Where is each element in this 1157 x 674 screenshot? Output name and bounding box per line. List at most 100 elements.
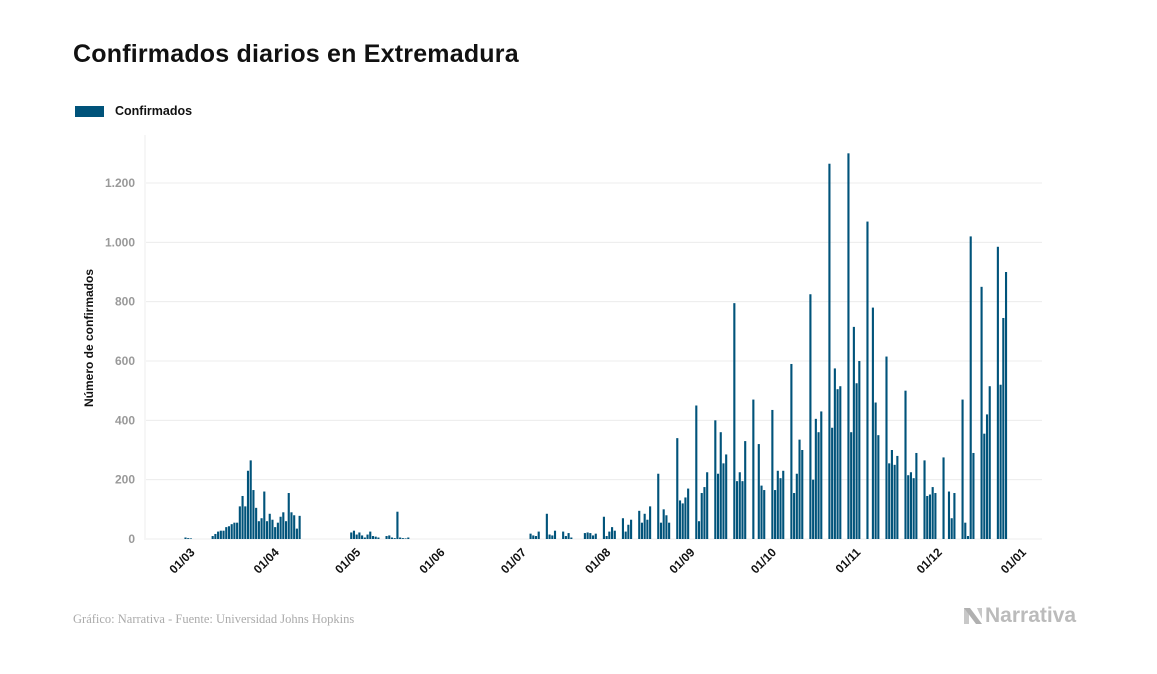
- bar: [608, 531, 611, 539]
- bar: [980, 286, 983, 539]
- bar: [950, 518, 953, 539]
- bar: [282, 512, 285, 539]
- x-tick-label: 01/05: [332, 545, 363, 576]
- bar: [831, 427, 834, 539]
- bar: [923, 460, 926, 539]
- bar: [858, 361, 861, 539]
- bar: [290, 512, 293, 539]
- x-tick-label: 01/09: [666, 545, 697, 576]
- bar: [877, 435, 880, 539]
- bar: [725, 454, 728, 539]
- bar: [757, 444, 760, 539]
- bar: [703, 487, 706, 539]
- bar: [719, 432, 722, 539]
- bar: [752, 399, 755, 539]
- bar: [263, 491, 266, 539]
- bar: [187, 538, 190, 539]
- bar: [850, 432, 853, 539]
- bar: [189, 538, 192, 539]
- bar: [668, 522, 671, 539]
- bar: [244, 506, 247, 539]
- bar: [741, 481, 744, 539]
- bar: [401, 538, 404, 539]
- bar: [548, 534, 551, 539]
- bar: [646, 519, 649, 539]
- bar: [934, 493, 937, 539]
- x-tick-labels: 01/03 01/04 01/05 01/06 01/07 01/08 01/09 01/10…: [166, 545, 1029, 576]
- bar: [744, 441, 747, 539]
- bar: [961, 399, 964, 539]
- bar: [591, 535, 595, 539]
- bar: [760, 485, 763, 539]
- bar: [233, 522, 236, 539]
- legend-swatch-confirmados: [75, 105, 104, 117]
- y-tick-label: 800: [115, 295, 135, 309]
- bar: [896, 455, 899, 539]
- bar: [534, 536, 538, 539]
- bar: [284, 521, 288, 539]
- bar: [915, 452, 918, 539]
- bar: [385, 536, 388, 539]
- bar: [866, 221, 869, 539]
- bar: [928, 494, 932, 539]
- bar: [621, 518, 624, 539]
- bar: [371, 536, 375, 539]
- bar: [801, 450, 804, 539]
- bar: [287, 493, 290, 539]
- bar: [532, 535, 535, 539]
- bar: [255, 507, 258, 539]
- bar: [996, 246, 999, 539]
- x-tick-label: 01/08: [582, 545, 613, 576]
- bar: [871, 307, 874, 539]
- bar: [1002, 317, 1005, 539]
- x-tick-label: 01/10: [748, 545, 779, 576]
- chart-title: Confirmados diarios en Extremadura: [73, 40, 519, 68]
- x-tick-label: 01/11: [833, 545, 864, 576]
- bar: [222, 530, 225, 539]
- bar: [763, 490, 766, 539]
- bar: [388, 535, 391, 539]
- bar: [665, 515, 668, 539]
- bar: [355, 534, 358, 539]
- bar: [890, 450, 893, 539]
- bar: [812, 479, 815, 539]
- bar: [795, 473, 798, 539]
- bar: [279, 516, 282, 539]
- bar: [407, 537, 410, 539]
- bar: [570, 537, 573, 539]
- bar: [828, 163, 831, 539]
- bar: [852, 326, 855, 539]
- bar: [999, 384, 1002, 539]
- bar: [249, 460, 252, 539]
- bar: [613, 530, 616, 539]
- bar: [366, 534, 369, 539]
- bar: [271, 519, 274, 539]
- bar: [276, 522, 279, 539]
- bar: [640, 522, 644, 539]
- bar: [681, 503, 684, 539]
- bar: [733, 303, 736, 539]
- bar: [236, 522, 239, 539]
- bar: [377, 537, 380, 539]
- bar: [716, 473, 720, 539]
- bar: [909, 472, 912, 539]
- bar: [947, 491, 951, 539]
- bar: [274, 527, 277, 539]
- bar: [602, 516, 605, 539]
- bar: [393, 538, 396, 539]
- bar: [624, 531, 627, 539]
- bar: [630, 519, 633, 539]
- bar: [643, 513, 646, 539]
- bar: [257, 521, 260, 539]
- bar: [714, 420, 717, 539]
- bar: [627, 524, 630, 539]
- y-axis-label: Número de confirmados: [82, 269, 96, 407]
- bar: [583, 533, 586, 539]
- bar: [217, 531, 220, 539]
- bar: [942, 457, 945, 539]
- bar: [260, 518, 263, 539]
- bar: [184, 537, 187, 539]
- bar: [211, 536, 214, 539]
- bar: [695, 405, 698, 539]
- bar: [774, 490, 777, 539]
